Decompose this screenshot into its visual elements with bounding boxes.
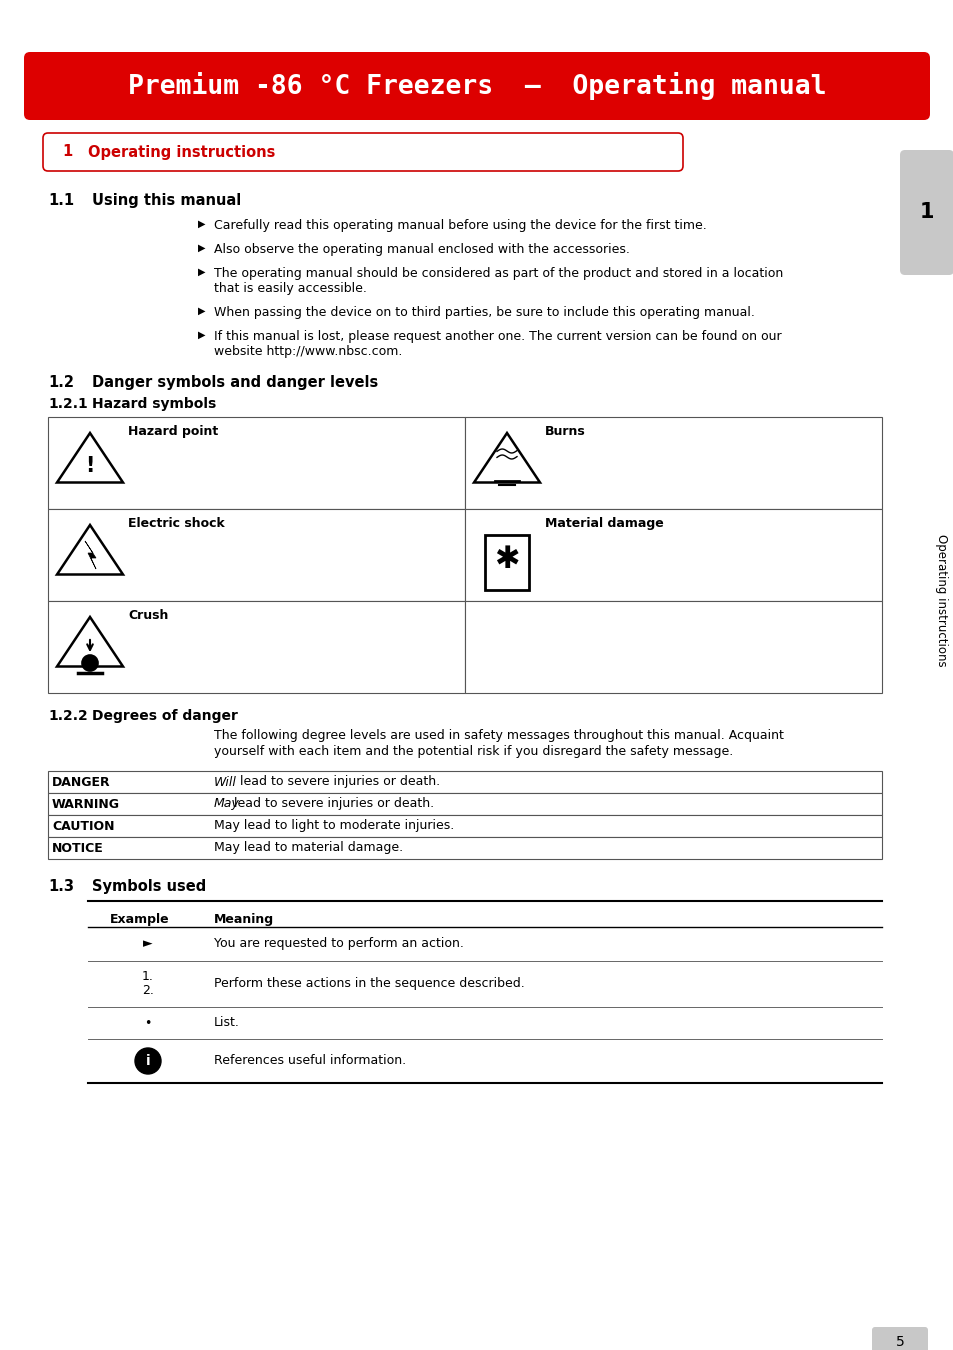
Text: 1.1: 1.1 bbox=[48, 193, 74, 208]
Bar bbox=[48, 601, 464, 693]
Text: Crush: Crush bbox=[128, 609, 168, 622]
Text: ▶: ▶ bbox=[198, 329, 205, 340]
Text: ▶: ▶ bbox=[198, 267, 205, 277]
Text: website http://www.nbsc.com.: website http://www.nbsc.com. bbox=[213, 346, 402, 358]
Text: Symbols used: Symbols used bbox=[91, 879, 206, 894]
Polygon shape bbox=[474, 433, 539, 482]
Text: 2.: 2. bbox=[142, 984, 153, 998]
Text: •: • bbox=[144, 1017, 152, 1030]
Text: 1.: 1. bbox=[142, 971, 153, 984]
Polygon shape bbox=[85, 541, 96, 568]
Text: Premium -86 °C Freezers  –  Operating manual: Premium -86 °C Freezers – Operating manu… bbox=[128, 72, 825, 100]
Text: Example: Example bbox=[110, 913, 170, 926]
Text: 1: 1 bbox=[62, 144, 72, 159]
Text: 5: 5 bbox=[895, 1335, 903, 1349]
Bar bbox=[48, 417, 464, 509]
Text: CAUTION: CAUTION bbox=[52, 819, 114, 833]
Bar bbox=[464, 601, 882, 693]
Text: The following degree levels are used in safety messages throughout this manual. : The following degree levels are used in … bbox=[213, 729, 783, 742]
Text: 1.2.2: 1.2.2 bbox=[48, 709, 88, 724]
Text: Electric shock: Electric shock bbox=[128, 517, 225, 531]
FancyBboxPatch shape bbox=[24, 53, 929, 120]
Text: Will: Will bbox=[213, 775, 236, 788]
Text: Danger symbols and danger levels: Danger symbols and danger levels bbox=[91, 375, 377, 390]
Text: Carefully read this operating manual before using the device for the first time.: Carefully read this operating manual bef… bbox=[213, 219, 706, 232]
Text: Burns: Burns bbox=[544, 425, 585, 437]
Text: May lead to material damage.: May lead to material damage. bbox=[213, 841, 403, 855]
Text: 1.2: 1.2 bbox=[48, 375, 74, 390]
Text: You are requested to perform an action.: You are requested to perform an action. bbox=[213, 937, 463, 950]
Text: Operating instructions: Operating instructions bbox=[88, 144, 275, 159]
Polygon shape bbox=[57, 617, 123, 667]
Text: yourself with each item and the potential risk if you disregard the safety messa: yourself with each item and the potentia… bbox=[213, 745, 733, 757]
Text: May: May bbox=[213, 798, 239, 810]
Text: WARNING: WARNING bbox=[52, 798, 120, 810]
Bar bbox=[48, 771, 882, 792]
Polygon shape bbox=[57, 433, 123, 482]
Circle shape bbox=[135, 1048, 161, 1075]
Text: Operating instructions: Operating instructions bbox=[935, 533, 947, 667]
Text: 1.3: 1.3 bbox=[48, 879, 74, 894]
Bar bbox=[48, 837, 882, 859]
Text: When passing the device on to third parties, be sure to include this operating m: When passing the device on to third part… bbox=[213, 306, 754, 319]
Text: lead to severe injuries or death.: lead to severe injuries or death. bbox=[231, 798, 435, 810]
Text: The operating manual should be considered as part of the product and stored in a: The operating manual should be considere… bbox=[213, 267, 782, 279]
Bar bbox=[48, 792, 882, 815]
Text: that is easily accessible.: that is easily accessible. bbox=[213, 282, 367, 296]
Bar bbox=[464, 509, 882, 601]
Text: ▶: ▶ bbox=[198, 306, 205, 316]
FancyBboxPatch shape bbox=[871, 1327, 927, 1350]
Text: ✱: ✱ bbox=[494, 545, 519, 575]
Text: If this manual is lost, please request another one. The current version can be f: If this manual is lost, please request a… bbox=[213, 329, 781, 343]
Text: Perform these actions in the sequence described.: Perform these actions in the sequence de… bbox=[213, 977, 524, 991]
Text: NOTICE: NOTICE bbox=[52, 841, 104, 855]
Text: References useful information.: References useful information. bbox=[213, 1054, 406, 1068]
Text: Hazard symbols: Hazard symbols bbox=[91, 397, 216, 410]
FancyBboxPatch shape bbox=[899, 150, 953, 275]
Text: !: ! bbox=[85, 456, 94, 477]
Polygon shape bbox=[57, 525, 123, 575]
Text: ▶: ▶ bbox=[198, 243, 205, 252]
Text: i: i bbox=[146, 1054, 151, 1068]
FancyBboxPatch shape bbox=[43, 134, 682, 171]
Text: DANGER: DANGER bbox=[52, 775, 111, 788]
Bar bbox=[484, 535, 529, 590]
Text: Meaning: Meaning bbox=[213, 913, 274, 926]
Text: Using this manual: Using this manual bbox=[91, 193, 241, 208]
Text: ▶: ▶ bbox=[198, 219, 205, 230]
Bar bbox=[464, 417, 882, 509]
Text: ►: ► bbox=[143, 937, 152, 950]
Text: 1.2.1: 1.2.1 bbox=[48, 397, 88, 410]
Text: Degrees of danger: Degrees of danger bbox=[91, 709, 237, 724]
Text: Material damage: Material damage bbox=[544, 517, 663, 531]
Text: May lead to light to moderate injuries.: May lead to light to moderate injuries. bbox=[213, 819, 454, 833]
Text: List.: List. bbox=[213, 1017, 239, 1030]
Text: 1: 1 bbox=[919, 202, 933, 223]
Bar bbox=[48, 815, 882, 837]
Text: Also observe the operating manual enclosed with the accessories.: Also observe the operating manual enclos… bbox=[213, 243, 629, 256]
Text: lead to severe injuries or death.: lead to severe injuries or death. bbox=[235, 775, 439, 788]
Circle shape bbox=[82, 655, 98, 671]
Text: Hazard point: Hazard point bbox=[128, 425, 218, 437]
Bar bbox=[48, 509, 464, 601]
